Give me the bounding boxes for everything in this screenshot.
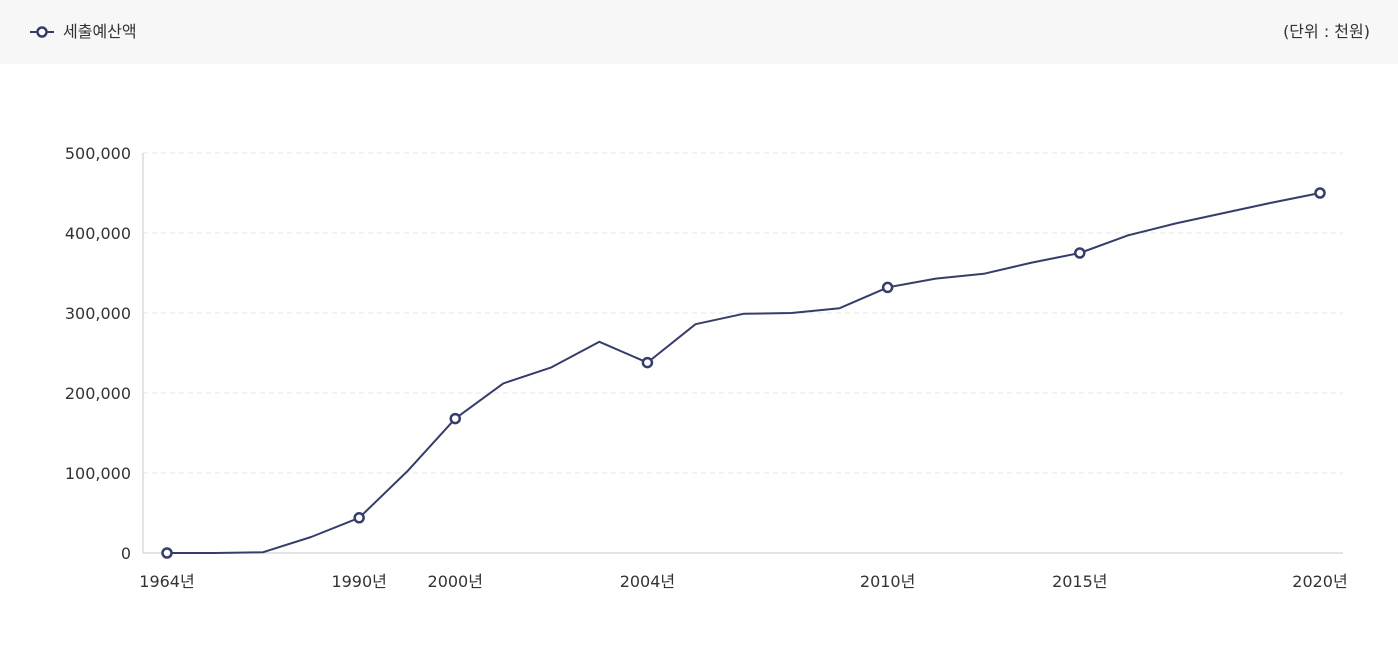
legend[interactable]: 세출예산액	[30, 20, 137, 44]
line-chart: 500,000 400,000 300,000 200,000 100,000 0 196…	[65, 144, 1348, 591]
y-tick-label: 100,000	[65, 464, 131, 483]
data-point-marker[interactable]	[353, 512, 365, 524]
unit-label: (단위 : 천원)	[1283, 22, 1370, 41]
data-point-marker[interactable]	[641, 356, 654, 369]
series-line-path	[167, 192, 1321, 554]
grid-lines	[143, 152, 1343, 474]
data-point-marker[interactable]	[449, 412, 461, 425]
data-point-marker[interactable]	[881, 281, 894, 294]
x-tick-label: 1964년	[139, 572, 194, 591]
y-tick-label: 0	[121, 544, 131, 563]
axes	[142, 153, 1343, 554]
y-tick-label: 400,000	[65, 224, 131, 243]
chart-header: 세출예산액 (단위 : 천원)	[0, 0, 1398, 64]
y-tick-label: 500,000	[65, 144, 131, 163]
data-point-marker[interactable]	[161, 547, 173, 559]
x-tick-label: 2010년	[860, 572, 915, 591]
x-axis-ticks: 1964년 1990년 2000년 2004년 2010년 2015년 2020년	[139, 572, 1347, 591]
y-axis-ticks: 500,000 400,000 300,000 200,000 100,000 0	[65, 144, 131, 563]
data-point-marker[interactable]	[1074, 247, 1086, 259]
x-tick-label: 2000년	[428, 572, 483, 591]
y-tick-label: 300,000	[65, 304, 131, 323]
x-tick-label: 2015년	[1052, 572, 1107, 591]
y-tick-label: 200,000	[65, 384, 131, 403]
legend-label: 세출예산액	[63, 22, 137, 41]
x-tick-label: 2020년	[1292, 572, 1347, 591]
series-line	[167, 192, 1321, 554]
x-tick-label: 2004년	[620, 572, 675, 591]
x-tick-label: 1990년	[331, 572, 386, 591]
legend-line-marker-icon	[30, 26, 54, 38]
series-markers	[161, 187, 1326, 559]
data-point-marker[interactable]	[1314, 187, 1326, 199]
